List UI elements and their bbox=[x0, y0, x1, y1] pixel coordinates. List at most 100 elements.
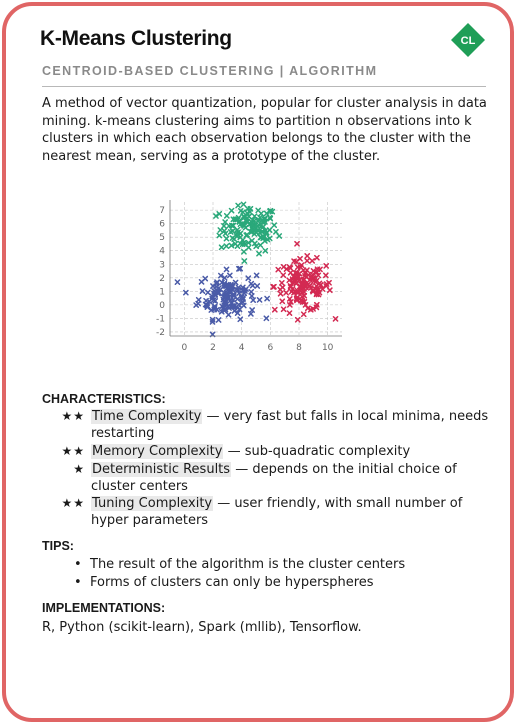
cluster-1-point bbox=[223, 243, 230, 249]
cluster-2-point bbox=[238, 294, 245, 301]
cluster-1-point bbox=[213, 213, 219, 219]
cluster-2-point bbox=[242, 288, 248, 294]
cluster-3-point bbox=[326, 287, 333, 294]
cluster-1-point bbox=[221, 223, 227, 229]
cluster-2-point bbox=[214, 306, 220, 313]
cluster-3-point bbox=[313, 304, 320, 311]
cluster-1-point bbox=[235, 202, 241, 209]
cluster-2-point bbox=[235, 284, 242, 291]
cluster-3-point bbox=[277, 290, 284, 297]
cluster-2-point bbox=[236, 306, 243, 313]
cluster-2-point bbox=[211, 303, 218, 310]
cluster-2-point bbox=[224, 303, 231, 310]
cluster-1-point bbox=[218, 244, 225, 251]
cluster-2-point bbox=[225, 311, 232, 318]
cluster-1-point bbox=[223, 212, 230, 219]
cluster-2-point bbox=[226, 272, 233, 279]
y-tick-label: 4 bbox=[159, 247, 165, 257]
chart-axes bbox=[169, 200, 342, 337]
cluster-2-point bbox=[248, 311, 254, 317]
cluster-2-point bbox=[182, 289, 189, 296]
cluster-3-point bbox=[300, 311, 307, 318]
cluster-1-point bbox=[249, 217, 256, 223]
cluster-2-point bbox=[227, 297, 234, 304]
cluster-1-point bbox=[242, 241, 248, 248]
cluster-2-point bbox=[236, 290, 242, 297]
cluster-3-point bbox=[314, 254, 320, 261]
cluster-3-point bbox=[280, 272, 287, 278]
cluster-2-point bbox=[250, 297, 256, 303]
implementations-heading: IMPLEMENTATIONS: bbox=[42, 601, 166, 615]
cluster-1-point bbox=[251, 228, 258, 234]
y-tick-label: -2 bbox=[156, 328, 165, 338]
cluster-1-point bbox=[234, 230, 241, 237]
y-tick-label: 7 bbox=[159, 206, 165, 216]
cluster-1-point bbox=[260, 223, 267, 230]
x-tick-label: 4 bbox=[239, 343, 245, 353]
cluster-3-point bbox=[300, 267, 307, 274]
x-tick-label: 6 bbox=[267, 343, 273, 353]
cluster-2-point bbox=[229, 283, 236, 290]
bullet-icon: • bbox=[74, 575, 82, 590]
cluster-2-point bbox=[225, 281, 232, 288]
characteristic-description: — very fast but falls in local minima, n… bbox=[91, 409, 489, 441]
cluster-1-point bbox=[237, 221, 244, 227]
chart-points bbox=[174, 201, 339, 338]
characteristic-term: Deterministic Results bbox=[91, 462, 232, 477]
cluster-1-point bbox=[267, 208, 274, 214]
cluster-1-point bbox=[253, 243, 260, 250]
cluster-3-point bbox=[293, 258, 300, 265]
cluster-1-point bbox=[251, 240, 258, 247]
cluster-2-point bbox=[227, 289, 234, 295]
category-badge: CL bbox=[451, 23, 485, 57]
cluster-1-point bbox=[232, 216, 239, 223]
implementations-list: R, Python (scikit-learn), Spark (mllib),… bbox=[42, 620, 362, 635]
cluster-3-point bbox=[275, 266, 282, 273]
cluster-3-point bbox=[301, 281, 307, 287]
cluster-1-point bbox=[256, 250, 262, 257]
cluster-1-point bbox=[223, 235, 230, 242]
cluster-3-point bbox=[298, 262, 305, 269]
cluster-3-point bbox=[294, 316, 301, 323]
x-tick-label: 10 bbox=[322, 343, 334, 353]
rating-stars: ★★ bbox=[61, 496, 85, 510]
cluster-3-point bbox=[312, 279, 319, 285]
cluster-3-point bbox=[309, 273, 315, 280]
tips-heading: TIPS: bbox=[42, 539, 74, 553]
cluster-3-point bbox=[283, 289, 290, 296]
cluster-1-point bbox=[237, 207, 244, 214]
cluster-1-point bbox=[229, 228, 236, 234]
cluster-2-point bbox=[249, 282, 256, 289]
cluster-1-point bbox=[254, 226, 261, 233]
y-tick-label: 6 bbox=[159, 220, 165, 230]
cluster-2-point bbox=[205, 289, 211, 296]
cluster-3-point bbox=[271, 306, 278, 313]
cluster-2-point bbox=[237, 265, 244, 272]
cluster-3-point bbox=[286, 302, 293, 308]
cluster-1-point bbox=[221, 228, 228, 234]
cluster-3-point bbox=[315, 287, 321, 294]
cluster-3-point bbox=[309, 257, 316, 264]
cluster-2-point bbox=[248, 288, 255, 295]
cluster-2-point bbox=[221, 290, 228, 296]
cluster-3-point bbox=[326, 279, 332, 286]
y-tick-label: 1 bbox=[159, 287, 165, 297]
cluster-3-point bbox=[323, 263, 330, 269]
card-description: A method of vector quantization, popular… bbox=[42, 96, 487, 164]
cluster-3-point bbox=[286, 310, 293, 316]
cluster-2-point bbox=[264, 295, 270, 302]
cluster-2-point bbox=[254, 283, 261, 289]
cluster-1-point bbox=[245, 239, 252, 246]
badge-label: CL bbox=[461, 35, 476, 47]
cluster-1-point bbox=[249, 221, 256, 228]
x-tick-label: 2 bbox=[210, 343, 216, 353]
cluster-3-point bbox=[294, 264, 301, 271]
rating-stars: ★ bbox=[73, 462, 85, 476]
cluster-2-point bbox=[237, 316, 244, 323]
cluster-2-point bbox=[253, 272, 260, 279]
cluster-1-point bbox=[226, 223, 232, 229]
cluster-1-point bbox=[264, 236, 271, 243]
card-subtitle: CENTROID-BASED CLUSTERING | ALGORITHM bbox=[42, 64, 378, 78]
cluster-2-point bbox=[256, 297, 263, 303]
cluster-2-point bbox=[239, 284, 246, 291]
